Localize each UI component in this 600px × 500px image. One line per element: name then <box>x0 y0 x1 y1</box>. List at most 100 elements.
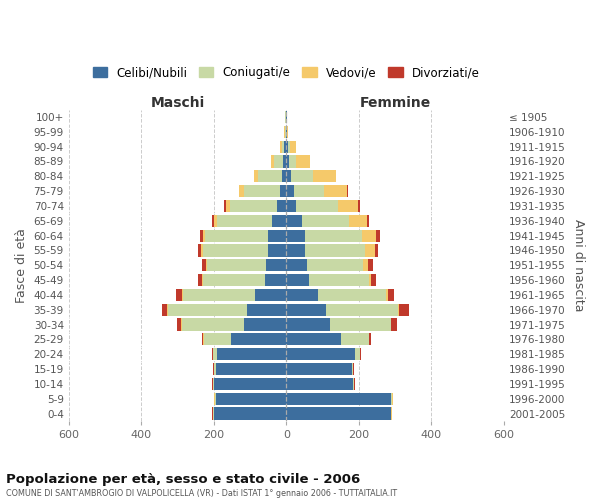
Bar <box>313 170 335 182</box>
Bar <box>203 274 265 286</box>
Bar <box>239 185 244 197</box>
Bar <box>290 140 296 152</box>
Bar <box>178 318 181 330</box>
Bar <box>215 363 286 375</box>
Bar <box>202 244 203 256</box>
Bar <box>368 259 373 272</box>
Bar <box>226 200 230 212</box>
Bar <box>355 348 359 360</box>
Bar <box>274 156 283 168</box>
Legend: Celibi/Nubili, Coniugati/e, Vedovi/e, Divorziati/e: Celibi/Nubili, Coniugati/e, Vedovi/e, Di… <box>89 62 484 82</box>
Bar <box>358 200 359 212</box>
Bar <box>181 318 182 330</box>
Text: Popolazione per età, sesso e stato civile - 2006: Popolazione per età, sesso e stato civil… <box>6 472 360 486</box>
Bar <box>204 334 231 345</box>
Bar <box>200 230 203 241</box>
Bar <box>307 259 363 272</box>
Bar <box>309 274 368 286</box>
Bar <box>289 156 296 168</box>
Bar <box>268 244 286 256</box>
Bar <box>198 244 202 256</box>
Bar <box>288 140 290 152</box>
Bar <box>368 334 370 345</box>
Bar <box>203 230 205 241</box>
Bar <box>231 334 286 345</box>
Bar <box>349 214 367 227</box>
Bar <box>203 244 268 256</box>
Bar <box>341 334 368 345</box>
Bar <box>286 378 353 390</box>
Bar <box>353 378 354 390</box>
Bar <box>352 363 353 375</box>
Bar <box>230 200 277 212</box>
Bar <box>391 392 392 405</box>
Bar <box>282 170 286 182</box>
Bar <box>256 289 286 301</box>
Bar <box>286 274 309 286</box>
Bar <box>202 274 203 286</box>
Bar <box>277 200 286 212</box>
Text: Maschi: Maschi <box>151 96 205 110</box>
Bar <box>286 259 307 272</box>
Bar <box>293 185 325 197</box>
Bar <box>362 230 376 241</box>
Bar <box>280 185 286 197</box>
Bar <box>205 230 268 241</box>
Bar <box>168 304 247 316</box>
Y-axis label: Anni di nascita: Anni di nascita <box>572 219 585 312</box>
Bar <box>391 318 397 330</box>
Bar <box>213 378 214 390</box>
Bar <box>286 244 305 256</box>
Bar <box>214 378 286 390</box>
Bar <box>247 304 286 316</box>
Bar <box>266 259 286 272</box>
Bar <box>286 214 302 227</box>
Bar <box>202 259 206 272</box>
Bar <box>286 170 292 182</box>
Bar <box>302 214 349 227</box>
Bar <box>217 214 272 227</box>
Bar <box>286 230 305 241</box>
Text: Femmine: Femmine <box>359 96 431 110</box>
Bar <box>305 230 362 241</box>
Bar <box>375 244 379 256</box>
Bar <box>214 363 215 375</box>
Bar <box>206 259 266 272</box>
Bar <box>286 334 341 345</box>
Bar <box>292 170 313 182</box>
Bar <box>198 274 202 286</box>
Bar <box>371 274 376 286</box>
Bar <box>212 214 214 227</box>
Bar <box>286 348 355 360</box>
Bar <box>244 318 286 330</box>
Bar <box>286 289 318 301</box>
Bar <box>244 185 280 197</box>
Bar <box>326 304 398 316</box>
Bar <box>305 244 365 256</box>
Bar <box>286 140 288 152</box>
Bar <box>213 408 214 420</box>
Bar <box>287 126 288 138</box>
Bar <box>268 230 286 241</box>
Bar <box>213 348 217 360</box>
Bar <box>398 304 399 316</box>
Bar <box>338 200 358 212</box>
Bar <box>376 230 380 241</box>
Bar <box>286 185 293 197</box>
Bar <box>254 170 259 182</box>
Bar <box>280 140 281 152</box>
Bar <box>271 156 274 168</box>
Bar <box>399 304 409 316</box>
Bar <box>318 289 386 301</box>
Bar <box>272 214 286 227</box>
Bar <box>281 140 284 152</box>
Bar <box>214 408 286 420</box>
Bar <box>360 348 361 360</box>
Bar <box>286 200 296 212</box>
Bar <box>183 289 256 301</box>
Bar <box>325 185 347 197</box>
Bar <box>286 304 326 316</box>
Bar <box>370 334 371 345</box>
Bar <box>286 408 391 420</box>
Bar <box>368 274 371 286</box>
